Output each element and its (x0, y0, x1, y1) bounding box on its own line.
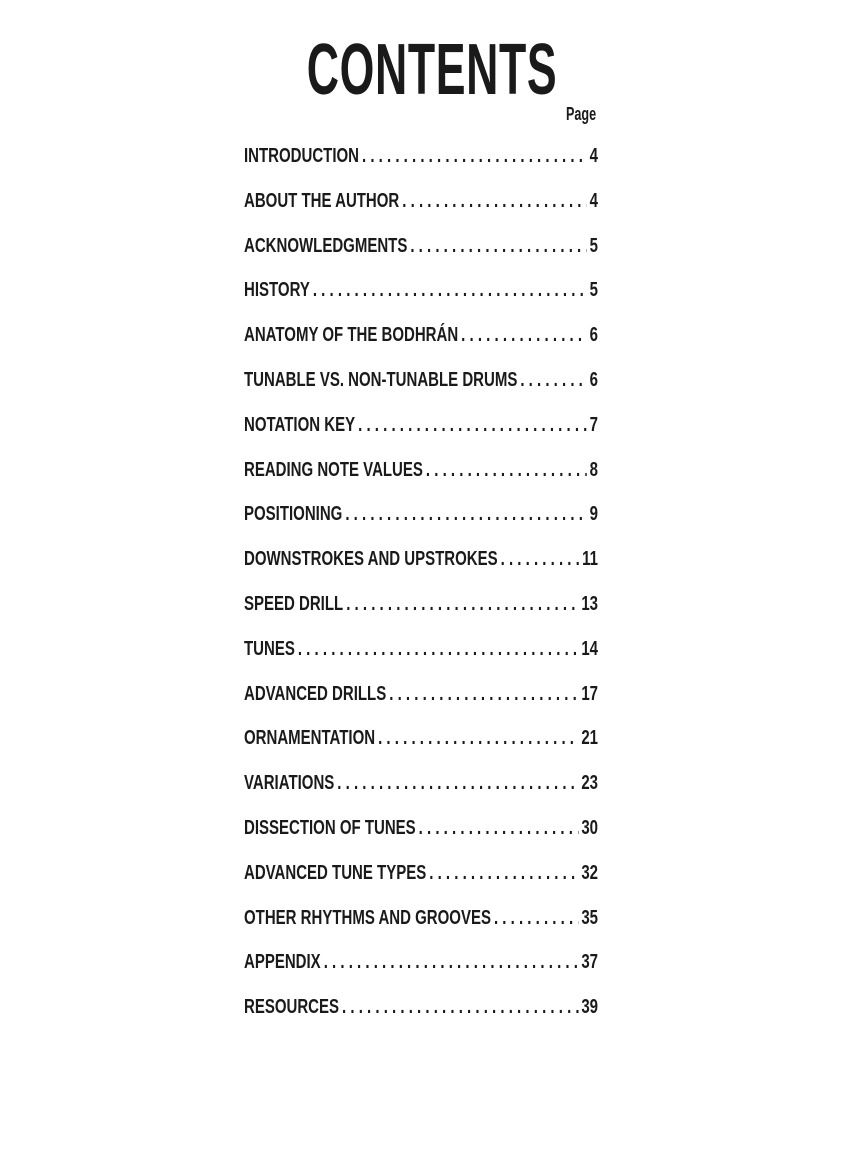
toc-entry-label: DOWNSTROKES AND UPSTROKES (244, 548, 498, 571)
dot-leader (337, 772, 578, 795)
toc-entry-page: 5 (589, 279, 598, 302)
dot-leader (389, 683, 578, 706)
toc-entry-label: POSITIONING (244, 503, 343, 526)
toc-entry-label: APPENDIX (244, 951, 321, 974)
toc-entry-label: ADVANCED TUNE TYPES (244, 861, 427, 884)
toc-entry-page: 30 (581, 816, 598, 839)
toc-entry-page: 23 (581, 772, 598, 795)
dot-leader (402, 190, 586, 213)
toc-entry[interactable]: VARIATIONS 23 (244, 772, 598, 817)
toc-entry-page: 6 (589, 368, 598, 391)
toc-entry-page: 17 (581, 682, 598, 705)
toc-entry-label: ADVANCED DRILLS (244, 682, 387, 705)
toc-entry[interactable]: NOTATION KEY 7 (244, 414, 598, 459)
toc-entry-page: 9 (589, 503, 598, 526)
toc-entry-page: 6 (589, 324, 598, 347)
toc-entry[interactable]: ABOUT THE AUTHOR 4 (244, 190, 598, 235)
toc-entry-label: RESOURCES (244, 996, 340, 1019)
toc-entry-label: ANATOMY OF THE BODHRÁN (244, 324, 459, 347)
dot-leader (298, 638, 578, 661)
toc-entry-label: OTHER RHYTHMS AND GROOVES (244, 906, 491, 929)
dot-leader (342, 996, 578, 1019)
toc-entry-page: 13 (581, 592, 598, 615)
toc-entry-label: NOTATION KEY (244, 413, 356, 436)
dot-leader (494, 907, 578, 930)
toc-entry[interactable]: ACKNOWLEDGMENTS 5 (244, 235, 598, 280)
toc-entry-label: ACKNOWLEDGMENTS (244, 234, 408, 257)
toc-entry-label: VARIATIONS (244, 772, 335, 795)
dot-leader (346, 593, 578, 616)
toc-entry-label: READING NOTE VALUES (244, 458, 423, 481)
toc-entry-page: 14 (581, 637, 598, 660)
dot-leader (410, 235, 586, 258)
toc-entry-page: 4 (589, 145, 598, 167)
toc-entry[interactable]: POSITIONING 9 (244, 503, 598, 548)
toc-entry[interactable]: ADVANCED DRILLS 17 (244, 683, 598, 728)
dot-leader (429, 862, 578, 885)
toc-entry-label: DISSECTION OF TUNES (244, 816, 416, 839)
dot-leader (358, 414, 587, 437)
dot-leader (426, 459, 587, 482)
toc-entry-page: 8 (589, 458, 598, 481)
toc-entry-label: TUNES (244, 637, 295, 660)
toc-entry[interactable]: OTHER RHYTHMS AND GROOVES 35 (244, 907, 598, 952)
toc-entry[interactable]: TUNABLE VS. NON-TUNABLE DRUMS 6 (244, 369, 598, 414)
toc-entry-label: ABOUT THE AUTHOR (244, 189, 400, 212)
toc-entry[interactable]: READING NOTE VALUES 8 (244, 459, 598, 504)
toc-entry[interactable]: ADVANCED TUNE TYPES 32 (244, 862, 598, 907)
dot-leader (313, 279, 587, 302)
toc-entry[interactable]: DISSECTION OF TUNES 30 (244, 817, 598, 862)
page-column-label: Page (566, 104, 597, 124)
toc-entry-page: 7 (589, 413, 598, 436)
toc-entry[interactable]: ANATOMY OF THE BODHRÁN 6 (244, 324, 598, 369)
toc-entry-page: 39 (581, 996, 598, 1019)
page-title: CONTENTS (0, 30, 864, 110)
toc-entry[interactable]: SPEED DRILL 13 (244, 593, 598, 638)
toc-entry[interactable]: ORNAMENTATION 21 (244, 727, 598, 772)
toc-entry-label: ORNAMENTATION (244, 727, 376, 750)
dot-leader (461, 324, 586, 347)
toc-entry-label: TUNABLE VS. NON-TUNABLE DRUMS (244, 368, 518, 391)
toc-entry[interactable]: DOWNSTROKES AND UPSTROKES 11 (244, 548, 598, 593)
toc-entry-page: 32 (581, 861, 598, 884)
dot-leader (362, 145, 587, 168)
dot-leader (501, 548, 580, 571)
toc-entry[interactable]: INTRODUCTION 4 (244, 145, 598, 190)
toc-entry[interactable]: RESOURCES 39 (244, 996, 598, 1041)
dot-leader (378, 727, 578, 750)
dot-leader (419, 817, 579, 840)
toc-entry-page: 4 (589, 189, 598, 212)
dot-leader (345, 503, 586, 526)
toc-entry[interactable]: APPENDIX 37 (244, 951, 598, 996)
toc-entry-page: 21 (581, 727, 598, 750)
dot-leader (324, 951, 579, 974)
toc-entry-label: INTRODUCTION (244, 145, 359, 167)
toc-entry-page: 37 (581, 951, 598, 974)
toc-entry[interactable]: TUNES 14 (244, 638, 598, 683)
table-of-contents: INTRODUCTION 4 ABOUT THE AUTHOR 4 ACKNOWLEDG… (244, 145, 598, 1041)
toc-entry-page: 35 (581, 906, 598, 929)
toc-entry-page: 5 (589, 234, 598, 257)
toc-entry-label: HISTORY (244, 279, 310, 302)
toc-entry-page: 11 (582, 548, 598, 571)
toc-entry-label: SPEED DRILL (244, 592, 344, 615)
title-text: CONTENTS (306, 30, 558, 110)
dot-leader (520, 369, 586, 392)
toc-entry[interactable]: HISTORY 5 (244, 279, 598, 324)
